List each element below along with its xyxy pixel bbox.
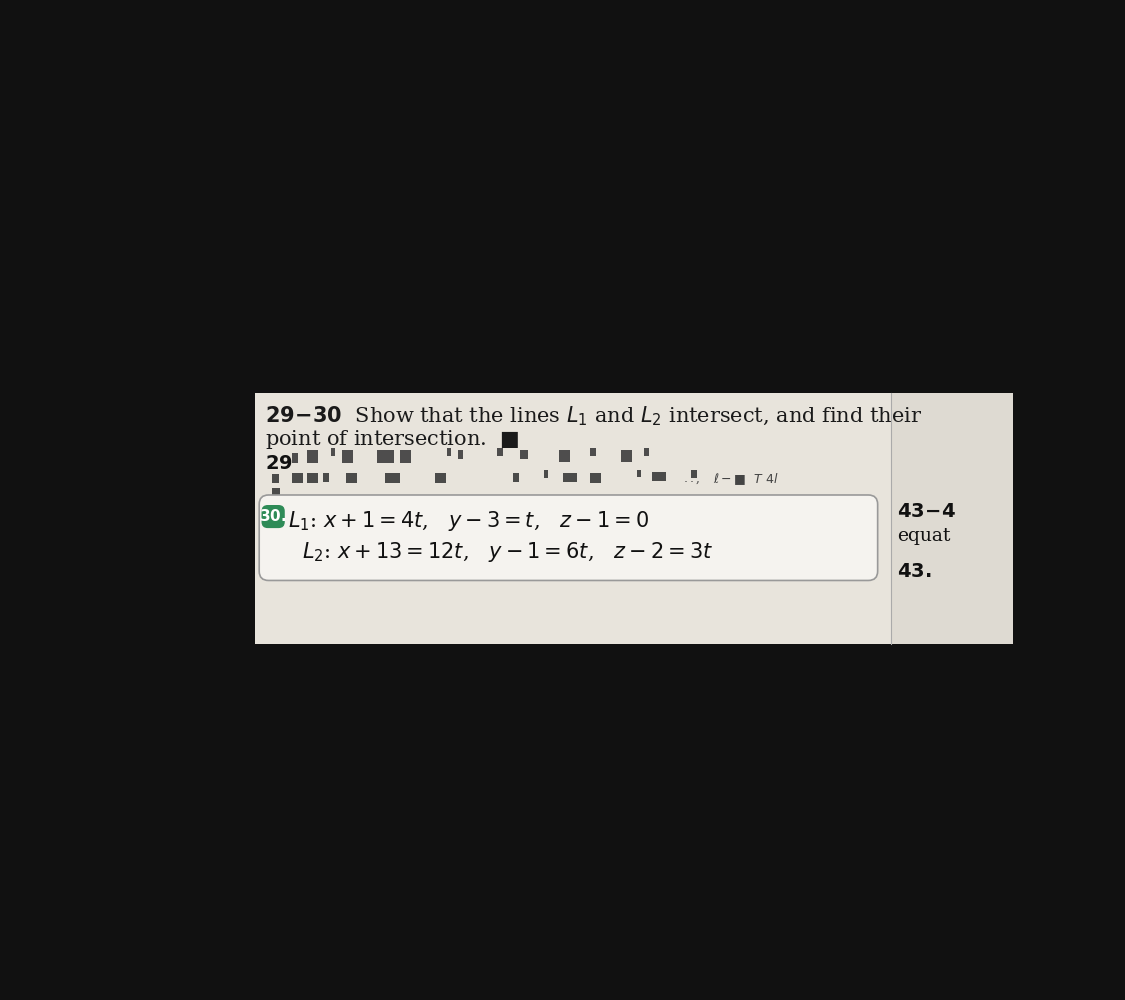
- FancyBboxPatch shape: [307, 473, 318, 483]
- FancyBboxPatch shape: [497, 448, 503, 456]
- FancyBboxPatch shape: [323, 473, 328, 482]
- FancyBboxPatch shape: [652, 472, 666, 481]
- FancyBboxPatch shape: [891, 393, 1012, 644]
- FancyBboxPatch shape: [342, 450, 353, 463]
- Text: $L_2$: $x + 13 = 12t$,   $y - 1 = 6t$,   $z - 2 = 3t$: $L_2$: $x + 13 = 12t$, $y - 1 = 6t$, $z …: [302, 540, 713, 564]
- FancyBboxPatch shape: [447, 448, 451, 456]
- FancyBboxPatch shape: [562, 473, 577, 482]
- FancyBboxPatch shape: [691, 470, 698, 478]
- Text: point of intersection.  $\blacksquare$: point of intersection. $\blacksquare$: [264, 428, 519, 451]
- FancyBboxPatch shape: [377, 450, 394, 463]
- FancyBboxPatch shape: [637, 470, 641, 477]
- FancyBboxPatch shape: [435, 473, 446, 483]
- Text: $\ell - \blacksquare$  $T$ $4l$: $\ell - \blacksquare$ $T$ $4l$: [712, 471, 778, 487]
- FancyBboxPatch shape: [458, 450, 463, 459]
- FancyBboxPatch shape: [291, 453, 298, 463]
- FancyBboxPatch shape: [272, 488, 280, 496]
- Text: equat: equat: [897, 527, 951, 545]
- FancyBboxPatch shape: [307, 450, 318, 463]
- FancyBboxPatch shape: [591, 473, 601, 483]
- Text: $\mathbf{29\!-\!30}$  Show that the lines $L_1$ and $L_2$ intersect, and find th: $\mathbf{29\!-\!30}$ Show that the lines…: [264, 405, 921, 428]
- FancyBboxPatch shape: [346, 473, 357, 483]
- FancyBboxPatch shape: [331, 448, 335, 456]
- FancyBboxPatch shape: [621, 450, 632, 462]
- FancyBboxPatch shape: [272, 474, 279, 483]
- FancyBboxPatch shape: [559, 450, 570, 462]
- FancyBboxPatch shape: [645, 448, 649, 456]
- FancyBboxPatch shape: [543, 470, 548, 478]
- FancyBboxPatch shape: [521, 450, 528, 459]
- Text: $\mathbf{29}$: $\mathbf{29}$: [264, 455, 292, 473]
- FancyBboxPatch shape: [255, 393, 891, 644]
- FancyBboxPatch shape: [261, 505, 285, 528]
- FancyBboxPatch shape: [385, 473, 400, 483]
- FancyBboxPatch shape: [591, 448, 596, 456]
- FancyBboxPatch shape: [400, 450, 411, 463]
- Text: $\mathbf{43.}$: $\mathbf{43.}$: [897, 563, 931, 581]
- Text: $L_1$: $x + 1 = 4t$,   $y - 3 = t$,   $z - 1 = 0$: $L_1$: $x + 1 = 4t$, $y - 3 = t$, $z - 1…: [288, 509, 649, 533]
- Text: $..$,: $..$,: [683, 473, 701, 486]
- Text: $\mathbf{43\!-\!4}$: $\mathbf{43\!-\!4}$: [897, 503, 956, 521]
- FancyBboxPatch shape: [259, 495, 878, 580]
- FancyBboxPatch shape: [291, 473, 303, 483]
- FancyBboxPatch shape: [513, 473, 519, 482]
- Text: $\mathbf{30.}$: $\mathbf{30.}$: [260, 508, 287, 524]
